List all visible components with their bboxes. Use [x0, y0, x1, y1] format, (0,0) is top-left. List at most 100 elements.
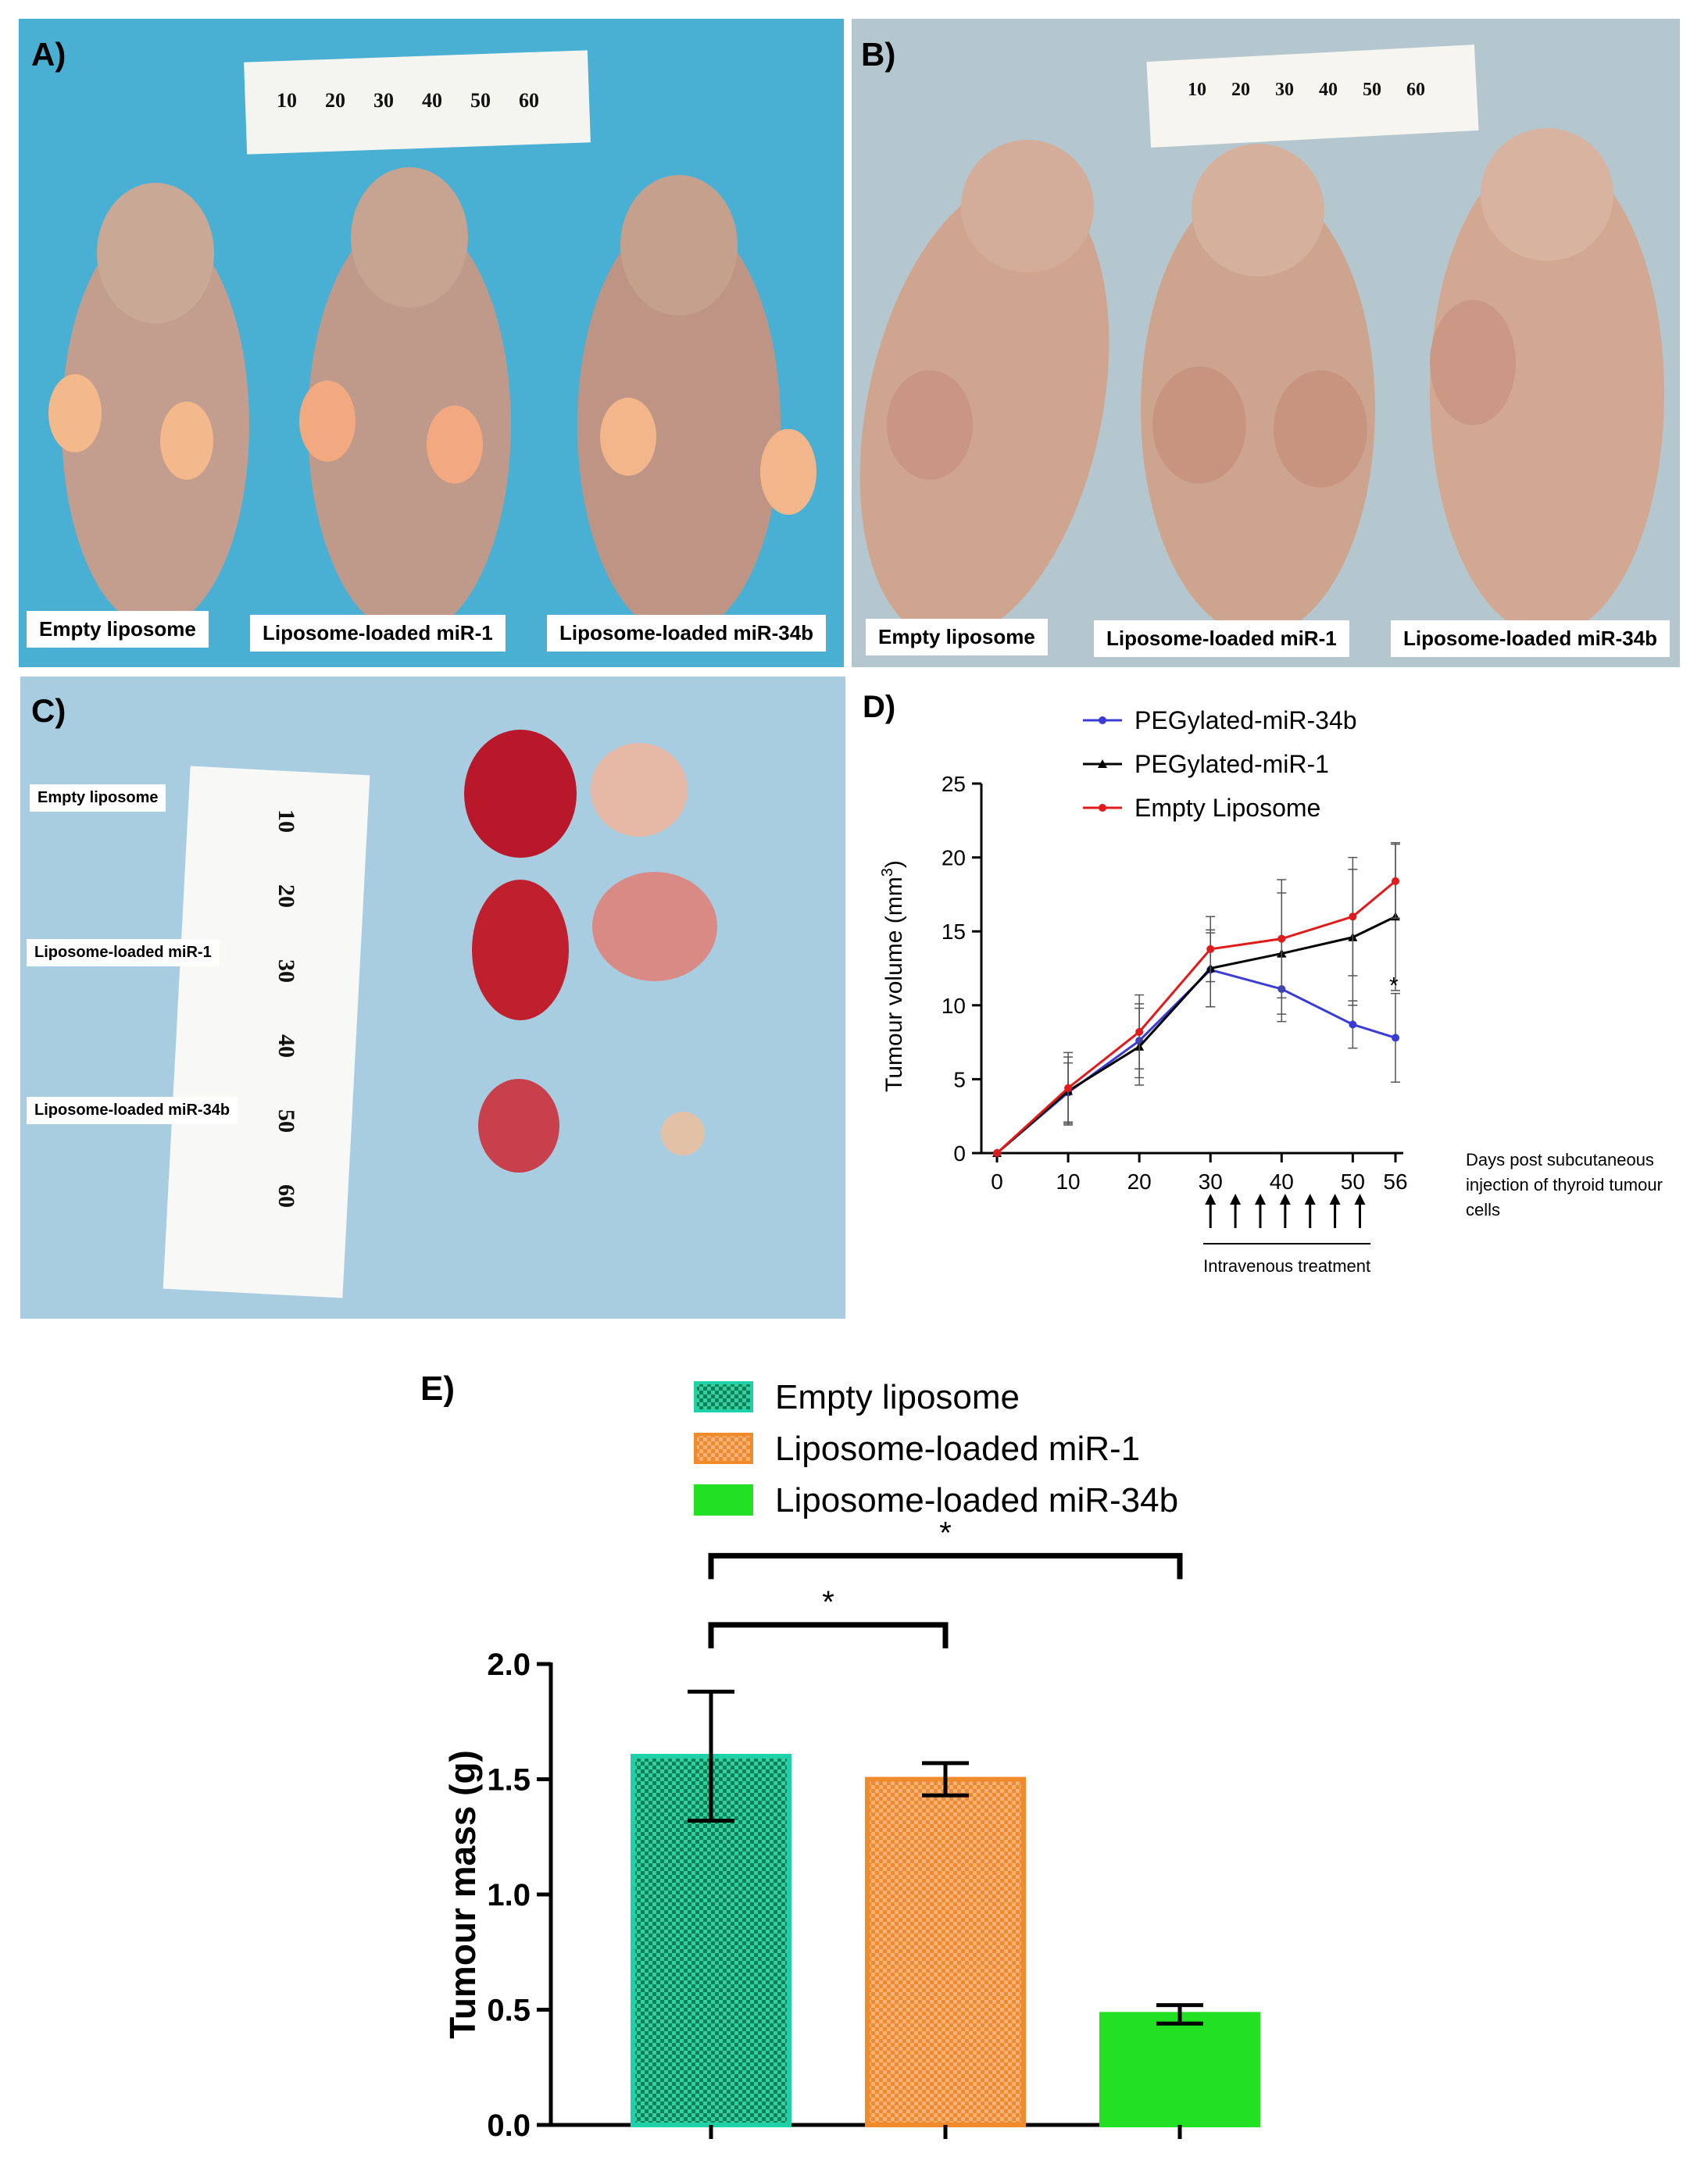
legend-marker [1099, 716, 1106, 724]
x-axis-label-line: Days post subcutaneous [1466, 1150, 1654, 1169]
series-line-0 [996, 968, 1396, 1155]
panel-c-label-empty: Empty liposome [30, 784, 166, 812]
significance-marker: * [1389, 973, 1399, 999]
data-point [993, 1149, 1001, 1157]
x-tick-label: 30 [1199, 1169, 1223, 1194]
legend-label: Empty liposome [775, 1378, 1020, 1416]
panel-c-label-mir1: Liposome-loaded miR-1 [27, 939, 220, 966]
legend-marker [1098, 759, 1107, 768]
panel-a-label-mir1: Liposome-loaded miR-1 [250, 615, 506, 652]
treatment-arrow-head [1205, 1194, 1217, 1205]
x-tick-label: 20 [1127, 1169, 1152, 1194]
ruler-tick: 20 [1231, 80, 1250, 100]
ruler-tick: 50 [470, 89, 491, 112]
x-tick-label: 0 [991, 1169, 1003, 1194]
panel-a-label-mir34b: Liposome-loaded miR-34b [547, 615, 827, 652]
treatment-arrow-head [1354, 1194, 1366, 1205]
panel-c-ruler [163, 766, 370, 1298]
panel-c-background [20, 677, 845, 1319]
panel-b-label-empty: Empty liposome [866, 619, 1048, 655]
ruler-tick: 20 [273, 884, 299, 908]
y-tick-label: 0 [953, 1141, 966, 1166]
panel-c-letter: C) [31, 692, 66, 729]
ruler-tick: 20 [325, 89, 345, 112]
y-tick-label: 1.0 [487, 1878, 531, 1912]
panel-a-illustration [19, 19, 844, 667]
ruler-tick: 30 [373, 89, 394, 112]
panel-c-label-mir34b: Liposome-loaded miR-34b [27, 1097, 238, 1124]
legend-label: PEGylated-miR-34b [1134, 706, 1357, 734]
data-point [1277, 934, 1286, 943]
panel-a-mouse-2 [299, 167, 511, 636]
ruler-tick: 10 [277, 89, 297, 112]
y-axis-label-text: Tumour volume (mm [881, 877, 907, 1092]
ruler-tick: 10 [273, 809, 299, 833]
ruler-tick: 30 [273, 959, 299, 983]
panel-b-mouse-3 [1430, 128, 1664, 636]
ruler-tick: 60 [519, 89, 539, 112]
panel-a-mouse-1 [48, 183, 249, 628]
data-point [1349, 1020, 1357, 1029]
y-axis-label-close: ) [881, 860, 907, 868]
data-point [1392, 877, 1399, 885]
treatment-label: Intravenous treatment [1203, 1256, 1370, 1276]
panel-b-mouse-2 [1141, 144, 1375, 636]
legend-label: PEGylated-miR-1 [1134, 750, 1329, 778]
panel-c-ruler-numbers: 10 20 30 40 50 60 [273, 808, 299, 1209]
data-point [1206, 945, 1215, 953]
y-tick-label: 20 [942, 846, 966, 870]
treatment-arrow-head [1279, 1194, 1291, 1205]
y-tick-label: 5 [953, 1067, 966, 1091]
data-point [1064, 1084, 1073, 1092]
y-tick-label: 0.0 [487, 2109, 531, 2143]
ruler-tick: 40 [1319, 80, 1338, 100]
significance-marker: * [822, 1585, 834, 1619]
panel-b-label-mir1: Liposome-loaded miR-1 [1094, 620, 1349, 657]
legend-label: Empty Liposome [1134, 794, 1320, 822]
panel-b-letter: B) [861, 36, 896, 73]
y-axis-label: Tumour volume (mm3) [879, 860, 907, 1092]
y-tick-label: 25 [942, 772, 966, 796]
panel-a-label-empty: Empty liposome [27, 611, 209, 648]
tumour [591, 743, 688, 837]
panel-c-photo: C) Empty liposome Liposome-loaded miR-1 … [20, 677, 845, 1319]
significance-bracket [708, 1552, 1183, 1580]
x-axis-label-line: injection of thyroid tumour [1466, 1175, 1663, 1194]
panel-b-ruler-ticks: 10 20 30 40 50 60 [1188, 80, 1485, 101]
legend-label: Liposome-loaded miR-34b [775, 1481, 1178, 1519]
panel-c-illustration [20, 677, 845, 1319]
panel-a-letter: A) [31, 36, 66, 73]
tumour [478, 1079, 559, 1173]
ruler-tick: 50 [1363, 80, 1381, 100]
ruler-tick: 10 [1188, 80, 1206, 100]
treatment-arrow-head [1329, 1194, 1341, 1205]
bar-2 [1099, 2012, 1260, 2128]
y-tick-label: 10 [942, 994, 966, 1018]
y-tick-label: 1.5 [487, 1763, 531, 1798]
ruler-tick: 40 [273, 1034, 299, 1058]
treatment-arrow-head [1254, 1194, 1266, 1205]
panel-e-bar-chart: E) Empty liposome Liposome-loaded miR-1 Lip… [420, 1369, 1260, 2143]
tumour [592, 872, 717, 981]
y-axis-label: Tumour mass (g) [442, 1750, 483, 2039]
y-axis-label-superscript: 3 [879, 868, 896, 877]
data-point [1135, 1027, 1144, 1036]
y-tick-label: 2.0 [487, 1648, 531, 1682]
panel-b-mouse-1 [859, 140, 1109, 641]
panel-a-ruler-ticks: 10 20 30 40 50 60 [277, 89, 589, 112]
x-tick-label: 10 [1056, 1169, 1080, 1194]
ruler-tick: 30 [1275, 80, 1294, 100]
panel-d-letter: D) [863, 690, 895, 724]
x-tick-label: 50 [1341, 1169, 1365, 1194]
panel-b-photo: B) Empty liposome Liposome-loaded miR-1 … [852, 19, 1680, 667]
legend-swatch [694, 1433, 753, 1464]
legend-swatch [694, 1484, 753, 1516]
y-tick-label: 15 [942, 920, 966, 944]
data-point [1349, 912, 1357, 921]
legend-label: Liposome-loaded miR-1 [775, 1430, 1140, 1468]
panel-d-line-chart: D) 0 5 10 15 20 25 0 10 20 30 40 50 56 Tumour volume (… [863, 690, 1663, 1276]
tumour [464, 730, 577, 858]
legend-swatch [694, 1381, 753, 1412]
x-tick-label: 40 [1270, 1169, 1294, 1194]
legend-marker [1099, 804, 1106, 812]
